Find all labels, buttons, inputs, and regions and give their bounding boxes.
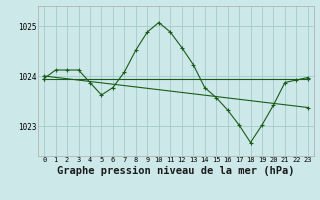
X-axis label: Graphe pression niveau de la mer (hPa): Graphe pression niveau de la mer (hPa)	[57, 165, 295, 176]
